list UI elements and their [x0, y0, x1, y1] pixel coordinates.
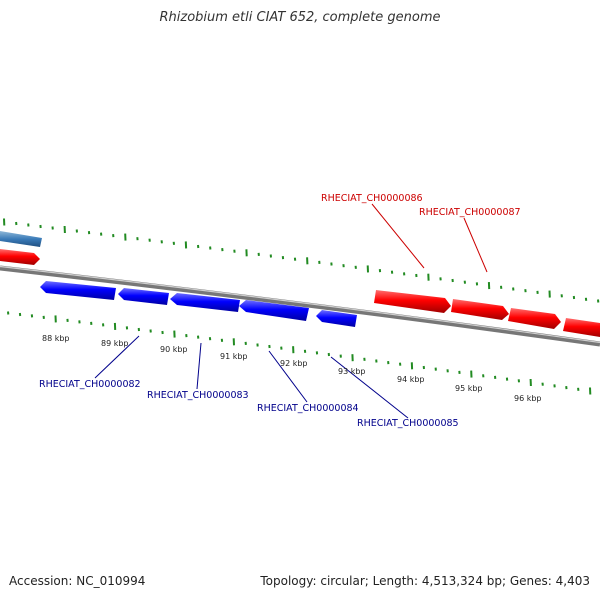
gene-arrow-RHECIAT_CH0000085b [316, 310, 357, 327]
gene-label: RHECIAT_CH0000087 [419, 207, 521, 218]
accession-text: Accession: NC_010994 [9, 574, 146, 588]
genome-summary-text: Topology: circular; Length: 4,513,324 bp… [260, 574, 590, 588]
gene-label: RHECIAT_CH0000086 [321, 193, 423, 204]
map-title: Rhizobium etli CIAT 652, complete genome [159, 10, 441, 25]
scale-label: 91 kbp [220, 352, 248, 361]
gene-label: RHECIAT_CH0000084 [257, 403, 359, 414]
scale-labels: 88 kbp 89 kbp 90 kbp 91 kbp 92 kbp 93 kb… [42, 334, 542, 403]
gene-arrow-next-a [508, 308, 561, 329]
callout-lines [94, 203, 488, 419]
gene-arrow-RHECIAT_CH0000084 [170, 293, 240, 312]
gene-arrow-RHECIAT_CH0000085 [239, 300, 309, 321]
scale-label: 94 kbp [397, 375, 425, 384]
partial-gene-red [0, 249, 40, 265]
gene-label: RHECIAT_CH0000083 [147, 390, 249, 401]
gene-arrow-RHECIAT_CH0000082 [40, 281, 116, 300]
scale-label: 93 kbp [338, 367, 366, 376]
gene-arrow-next-b [563, 318, 600, 337]
gene-label: RHECIAT_CH0000082 [39, 379, 141, 390]
scale-label: 89 kbp [101, 339, 129, 348]
scale-label: 88 kbp [42, 334, 70, 343]
gene-arrow-RHECIAT_CH0000087 [451, 299, 509, 320]
gene-label: RHECIAT_CH0000085 [357, 418, 459, 429]
inner-tick-track [7, 311, 592, 395]
scale-label: 92 kbp [280, 359, 308, 368]
gene-arrow-RHECIAT_CH0000083 [118, 288, 169, 305]
partial-gene-teal [0, 231, 42, 247]
gene-labels: RHECIAT_CH0000082 RHECIAT_CH0000083 RHEC… [39, 193, 521, 429]
outer-tick-track [3, 218, 600, 303]
backbone [0, 265, 600, 347]
gene-arrow-RHECIAT_CH0000086 [374, 290, 451, 313]
scale-label: 96 kbp [514, 394, 542, 403]
scale-label: 90 kbp [160, 345, 188, 354]
scale-label: 95 kbp [455, 384, 483, 393]
